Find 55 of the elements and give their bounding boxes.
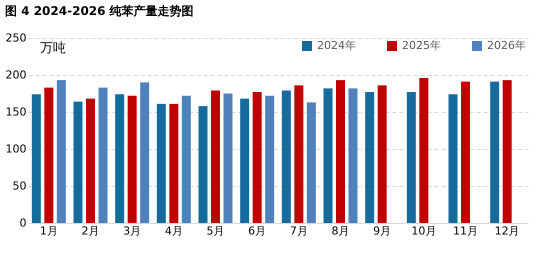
bar (169, 104, 178, 223)
bar (182, 96, 191, 223)
x-tick-label: 8月 (332, 224, 350, 238)
x-tick-label: 4月 (164, 224, 183, 238)
bar (265, 96, 274, 223)
bar (156, 104, 166, 223)
bar (56, 80, 66, 223)
x-tick-label: 10月 (411, 224, 436, 238)
bar (44, 88, 54, 223)
x-tick-label: 12月 (494, 224, 520, 238)
bar (252, 92, 262, 223)
chart-title: 图 4 2024-2026 纯苯产量走势图 (5, 4, 194, 18)
bar (348, 88, 358, 223)
bar (140, 82, 150, 223)
y-tick-label: 50 (12, 180, 26, 192)
x-tick-label: 6月 (248, 224, 266, 238)
bar (224, 94, 232, 223)
x-tick-label: 5月 (206, 224, 224, 238)
x-tick-label: 1月 (40, 224, 58, 238)
legend-label: 2024年 (317, 39, 356, 52)
bar (86, 98, 95, 223)
y-tick-label: 250 (6, 32, 26, 44)
bar (490, 82, 500, 223)
bar (128, 96, 137, 223)
bar (378, 85, 387, 223)
y-tick-label: 0 (20, 216, 26, 230)
bar (336, 80, 345, 223)
bar (240, 98, 250, 223)
bar (98, 88, 108, 223)
legend-label: 2026年 (487, 39, 526, 52)
bar (419, 78, 428, 223)
bar (198, 106, 208, 223)
x-tick-label: 2月 (82, 224, 100, 238)
bar (461, 82, 470, 223)
bar (294, 85, 304, 223)
bar (282, 90, 291, 223)
y-tick-label: 150 (6, 106, 26, 118)
y-tick-label: 200 (6, 68, 26, 82)
x-tick-label: 9月 (373, 224, 392, 238)
bar (211, 90, 220, 223)
bar (74, 102, 82, 223)
bar (32, 94, 41, 223)
y-tick-label: 100 (6, 142, 26, 156)
bar (115, 94, 124, 223)
bar (306, 102, 316, 223)
bar (502, 80, 512, 223)
bar (324, 88, 332, 223)
x-tick-label: 11月 (453, 224, 478, 238)
y-axis-title: 万吨 (40, 41, 66, 56)
x-tick-label: 7月 (290, 224, 308, 238)
bar (365, 92, 374, 223)
bar (448, 94, 458, 223)
x-tick-label: 3月 (123, 224, 142, 238)
legend-label: 2025年 (402, 39, 441, 52)
bar (406, 92, 416, 223)
